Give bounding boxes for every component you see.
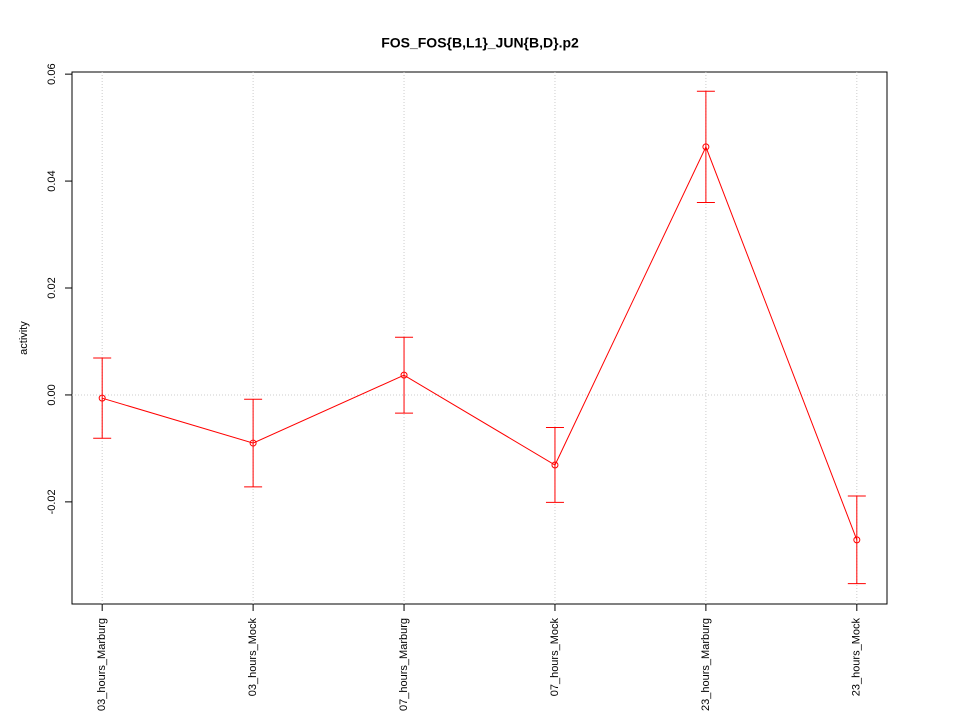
y-axis-label: activity <box>18 321 30 355</box>
y-tick-label: -0.02 <box>46 489 58 514</box>
chart-title: FOS_FOS{B,L1}_JUN{B,D}.p2 <box>381 35 579 51</box>
x-tick-label: 23_hours_Marburg <box>700 618 712 711</box>
x-tick-label: 07_hours_Marburg <box>398 618 410 711</box>
data-point <box>551 461 559 469</box>
plot-frame <box>71 71 888 605</box>
data-point <box>249 439 257 447</box>
y-tick-label: 0.00 <box>46 384 58 405</box>
x-tick-label: 07_hours_Mock <box>549 618 561 697</box>
y-tick-label: 0.02 <box>46 277 58 298</box>
x-tick-label: 23_hours_Mock <box>851 618 863 697</box>
data-point <box>98 394 106 402</box>
data-line <box>102 145 858 540</box>
data-point <box>702 143 710 151</box>
x-tick-label: 03_hours_Mock <box>247 618 259 697</box>
data-point <box>853 536 861 544</box>
x-tick-label: 03_hours_Marburg <box>96 618 108 711</box>
y-tick-label: 0.04 <box>46 170 58 191</box>
data-point <box>400 371 408 379</box>
y-tick-label: 0.06 <box>46 63 58 84</box>
